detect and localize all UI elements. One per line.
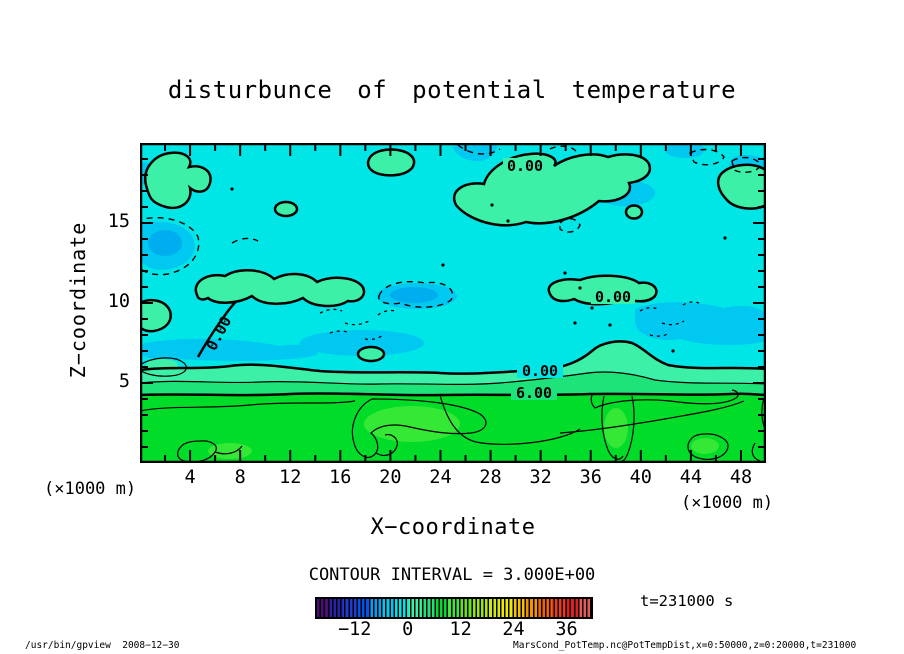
colorbar-tick-label: 0 [402, 619, 414, 640]
contour-labels: 0.00 0.00 0.00 0.00 6.00 [202, 157, 635, 402]
lower-thin-contours [140, 357, 766, 463]
contour-label-zero-1: 0.00 [507, 157, 543, 175]
x-axis-title: X−coordinate [370, 515, 536, 540]
plot-title: disturbunce of potential temperature [167, 76, 737, 104]
contour-label-zero-4: 0.00 [522, 362, 558, 380]
negative-dashed-contours [140, 144, 762, 308]
colorbar-tick-label: 24 [502, 619, 525, 640]
x-axis-unit: (×1000 m) [681, 493, 774, 513]
x-tick-label: 28 [479, 467, 502, 488]
negative-dashed-scribbles [319, 301, 700, 341]
x-tick-label: 12 [279, 467, 302, 488]
x-tick-label: 24 [429, 467, 452, 488]
y-tick-label: 15 [107, 211, 130, 232]
contour-interval-text: CONTOUR INTERVAL = 3.000E+00 [308, 565, 596, 585]
x-tick-label: 44 [679, 467, 703, 488]
x-tick-label: 48 [729, 467, 753, 488]
colorbar-tick-label: 12 [449, 619, 472, 640]
colorbar [315, 597, 593, 619]
time-annotation: t=231000 s [640, 592, 734, 610]
y-axis-unit: (×1000 m) [44, 479, 137, 499]
plot-frame [140, 143, 766, 463]
contour-label-six: 6.00 [516, 384, 552, 402]
contour-plot: 0.00 0.00 0.00 0.00 6.00 [140, 143, 766, 463]
colorbar-tick-label: −12 [337, 619, 372, 640]
contour-label-zero-2: 0.00 [595, 288, 631, 306]
x-tick-label: 40 [629, 467, 652, 488]
y-axis-title: Z−coordinate [66, 221, 90, 379]
footer-dataset-info: MarsCond_PotTemp.nc@PotTempDist,x=0:5000… [513, 640, 857, 651]
colorbar-tick-label: 36 [555, 619, 578, 640]
x-tick-label: 16 [329, 467, 352, 488]
x-tick-label: 4 [184, 467, 196, 488]
y-tick-label: 5 [118, 371, 130, 392]
colorbar-stripes [317, 599, 591, 617]
footer-command-line: /usr/bin/gpview 2008−12−30 [25, 640, 180, 651]
x-tick-label: 32 [529, 467, 552, 488]
x-tick-label: 36 [579, 467, 602, 488]
x-tick-label: 8 [234, 467, 246, 488]
x-tick-label: 20 [379, 467, 402, 488]
y-tick-label: 10 [107, 291, 130, 312]
